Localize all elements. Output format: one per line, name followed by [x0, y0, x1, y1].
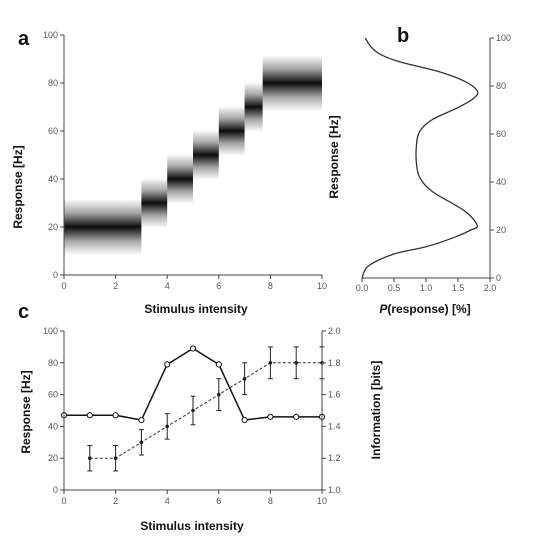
panel-c-y-right-tick-label: 1.8	[328, 358, 341, 368]
panel-c-y-left-tick-label: 20	[48, 453, 58, 463]
response-band-3	[193, 130, 219, 180]
panel-a-y-tick-label: 0	[53, 270, 58, 280]
panel-b-y-tick-label: 60	[496, 129, 506, 139]
response-point	[139, 440, 144, 445]
information-point	[215, 361, 222, 368]
panel-b-y-tick-label: 0	[496, 273, 501, 283]
panel-c-y-left-tick-label: 60	[48, 390, 58, 400]
panel-a-x-axis-label: Stimulus intensity	[144, 302, 248, 316]
panel-c-x-tick-label: 4	[165, 496, 170, 506]
response-point	[217, 392, 221, 397]
response-point	[165, 424, 169, 429]
response-band-1	[141, 178, 168, 228]
panel-b-x-tick-label: 2.0	[484, 283, 497, 293]
panel-a-y-tick-label: 100	[43, 30, 58, 40]
information-point	[189, 345, 197, 352]
response-probability-curve	[361, 37, 479, 279]
information-point	[241, 416, 248, 424]
panel-b-y-tick-label: 80	[496, 81, 506, 91]
information-point	[86, 412, 93, 419]
panel-c-y-left-tick-label: 40	[48, 421, 58, 431]
response-point	[294, 361, 299, 365]
panel-a-x-tick-label: 8	[268, 281, 273, 291]
panel-b-y-tick-label: 40	[496, 177, 506, 187]
information-point	[164, 361, 171, 368]
panel-letter-a: a	[18, 28, 30, 50]
panel-c-y-right-tick-label: 1.2	[328, 453, 341, 463]
response-band-6	[262, 54, 322, 112]
response-point	[191, 408, 195, 413]
panel-b-y-tick-label: 100	[496, 33, 511, 43]
panel-a-y-tick-label: 40	[48, 174, 58, 184]
panel-b-x-tick-label: 1.5	[452, 283, 465, 293]
panel-c-x-tick-label: 2	[113, 496, 118, 506]
panel-c-y-left-tick-label: 0	[53, 485, 58, 495]
response-band-4	[218, 106, 245, 156]
response-band-0	[64, 198, 142, 256]
response-point	[268, 361, 273, 365]
panel-b-x-tick-label: 0.0	[356, 283, 369, 293]
panel-b-x-tick-label: 0.5	[388, 283, 401, 293]
panel-c-x-axis-label: Stimulus intensity	[140, 519, 244, 533]
panel-a-y-tick-label: 60	[48, 126, 58, 136]
panel-letter-c: c	[18, 301, 29, 323]
panel-a-x-tick-label: 0	[61, 281, 66, 291]
response-point	[88, 456, 92, 461]
panel-b-y-axis-label: Response [Hz]	[327, 115, 341, 198]
response-band-5	[244, 82, 263, 132]
response-point	[113, 456, 118, 461]
panel-b-x-axis-label-italic: P	[379, 302, 388, 316]
panel-b-distribution: 0.0 0.5 1.0 1.5 2.00 20 40 60 80 100	[356, 33, 511, 293]
panel-c-y-left-tick-label: 80	[48, 358, 58, 368]
information-point	[267, 413, 274, 420]
information-point	[112, 412, 119, 419]
panel-c-y-right-tick-label: 1.6	[328, 390, 341, 400]
panel-a-y-tick-label: 80	[48, 78, 58, 88]
panel-c-y-left-axis-label: Response [Hz]	[19, 370, 33, 453]
panel-b-x-tick-label: 1.0	[420, 283, 433, 293]
panel-c-y-right-axis-label: Information [bits]	[369, 361, 383, 460]
panel-c-x-tick-label: 6	[216, 496, 221, 506]
panel-c-x-tick-label: 0	[61, 496, 66, 506]
information-point	[138, 416, 145, 424]
panel-letter-b: b	[397, 25, 409, 47]
panel-c-y-right-tick-label: 1.0	[328, 485, 341, 495]
response-line	[89, 362, 322, 459]
panel-c-y-right-tick-label: 2.0	[328, 326, 341, 336]
panel-c-y-left-tick-label: 100	[43, 326, 58, 336]
panel-c-x-tick-label: 8	[268, 496, 273, 506]
response-band-2	[167, 154, 193, 204]
panel-a-y-axis-label: Response [Hz]	[11, 145, 25, 228]
panel-b-x-axis-label-rest: (response) [%]	[387, 302, 470, 316]
panel-c-x-tick-label: 10	[317, 496, 327, 506]
panel-b-x-axis-label: P(response) [%]	[379, 302, 470, 316]
panel-a-x-tick-label: 4	[165, 281, 170, 291]
panel-c-y-right-tick-label: 1.4	[328, 421, 341, 431]
information-point	[293, 413, 300, 420]
panel-b-y-tick-label: 20	[496, 225, 506, 235]
response-point	[242, 376, 247, 381]
panel-a-y-tick-label: 20	[48, 222, 58, 232]
panel-a-x-tick-label: 6	[216, 281, 221, 291]
panel-a-x-tick-label: 2	[113, 281, 118, 291]
panel-a-x-tick-label: 10	[317, 281, 327, 291]
